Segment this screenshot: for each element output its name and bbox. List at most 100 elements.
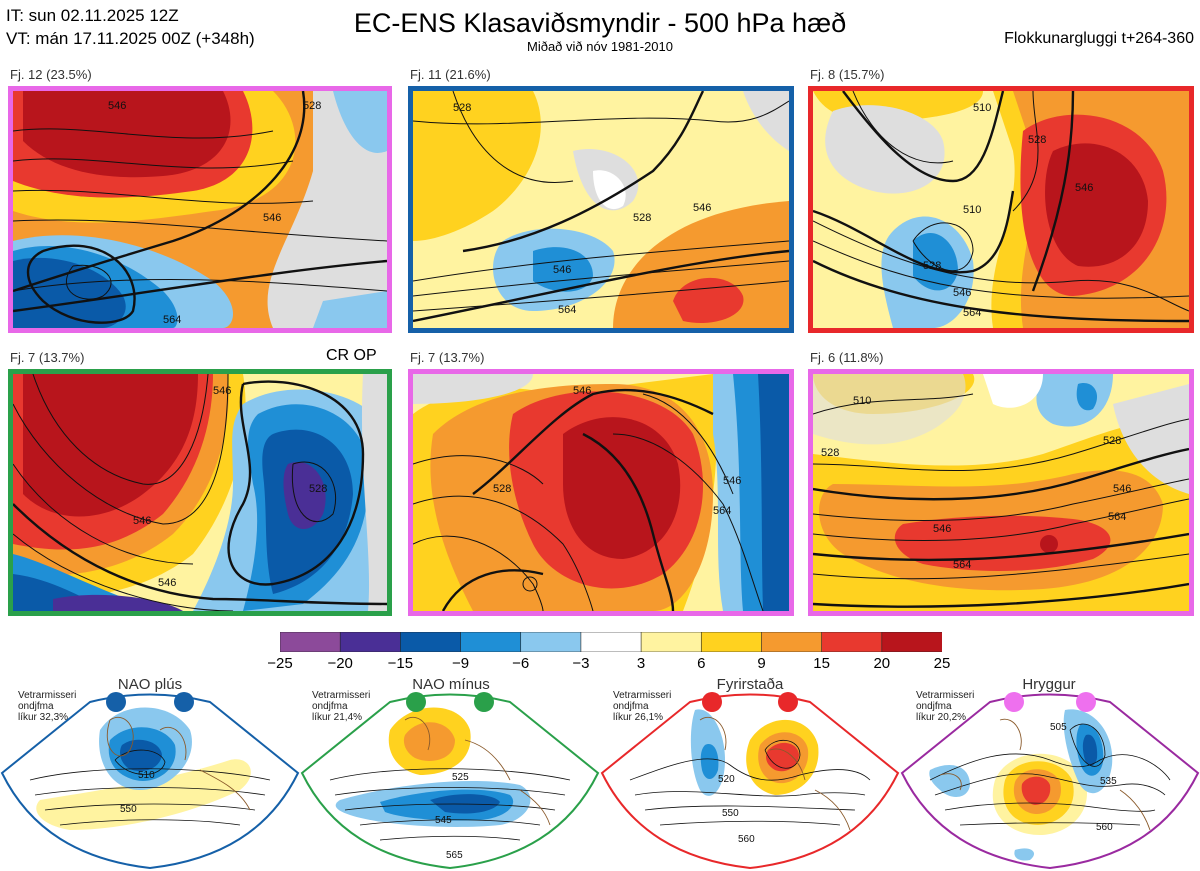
coastline (199, 769, 251, 811)
land-mass (1113, 384, 1189, 494)
height-contour (413, 495, 594, 611)
contour-label: 546 (573, 385, 591, 397)
issue-time: IT: sun 02.11.2025 12Z (6, 6, 179, 25)
panel-3[interactable]: 510 528 546 510 528 546 564 (808, 86, 1194, 333)
contour-label: 546 (108, 100, 126, 112)
height-contour (944, 802, 1156, 812)
height-contour (1012, 91, 1039, 212)
contour-label: 528 (1103, 435, 1121, 447)
height-contour-bold (813, 532, 1189, 562)
header-times: IT: sun 02.11.2025 12Z VT: mán 17.11.202… (6, 4, 255, 50)
height-contour (644, 805, 856, 811)
regime-1-map: 510 550 (0, 692, 300, 870)
height-contour-bold (227, 380, 365, 586)
height-contour (344, 803, 556, 811)
valid-time: VT: mán 17.11.2025 00Z (+348h) (6, 29, 255, 48)
regime-3-marker (778, 692, 798, 712)
regime-note-line: ondjfma (916, 701, 952, 712)
height-contour (813, 240, 1189, 299)
panel-2-label: Fj. 11 (21.6%) (410, 67, 491, 82)
contour-label: 546 (158, 577, 176, 589)
colorbar-tick-label: 25 (933, 655, 951, 672)
contour-label: 564 (1108, 511, 1126, 523)
height-contour-bold (842, 91, 1005, 183)
colorbar-tick-label: −9 (451, 655, 470, 672)
positive-anomaly (673, 277, 744, 324)
coastline (699, 717, 727, 751)
height-contour (29, 768, 271, 781)
height-contour (59, 819, 241, 826)
colorbar-swatch (460, 631, 522, 653)
height-contour-bold (813, 447, 1189, 501)
height-contour-bold (26, 244, 136, 324)
colorbar (279, 631, 943, 653)
panel-6[interactable]: 510 528 546 564 528 546 564 (808, 369, 1194, 616)
colorbar-tick-label: −6 (512, 655, 530, 672)
colorbar-tick-label: 20 (873, 655, 891, 672)
contour-label: 528 (493, 483, 511, 495)
regime-4-marker (1076, 692, 1096, 712)
colorbar-swatch (400, 631, 462, 653)
land-mass (825, 105, 945, 194)
height-contour (934, 773, 1166, 796)
height-contour-bold (13, 503, 387, 606)
height-contour (959, 822, 1141, 826)
contour-label: 535 (1100, 776, 1117, 787)
negative-anomaly (1036, 374, 1113, 427)
height-contour (34, 787, 266, 796)
regime-note-line: líkur 20,2% (916, 712, 967, 723)
panel-2[interactable]: 528 546 564 528 546 (408, 86, 794, 333)
height-contour (629, 758, 871, 781)
panel-5-label: Fj. 7 (13.7%) (410, 350, 485, 365)
regime-2-marker (474, 692, 494, 712)
negative-anomaly (533, 247, 593, 292)
contour-label: 546 (133, 515, 151, 527)
contour-label: 528 (633, 212, 651, 224)
panel-4-map: 546 528 546 546 (13, 374, 387, 611)
contour-label: 528 (1028, 134, 1046, 146)
negative-anomaly (913, 232, 958, 291)
regime-1-marker (174, 692, 194, 712)
colorbar-swatch (339, 631, 402, 653)
land-mass (361, 374, 387, 611)
regime-4-note: Vetrarmisseri ondjfma líkur 20,2% (916, 690, 974, 723)
contour-label: 546 (1075, 182, 1093, 194)
panel-1-map: 546 528 546 564 (13, 91, 387, 328)
panel-5-map: 546 528 546 564 (413, 374, 789, 611)
positive-anomaly (894, 515, 1111, 571)
height-contour-bold (582, 432, 675, 611)
colorbar-tick-label: 3 (636, 655, 646, 672)
regime-note-line: ondjfma (312, 701, 348, 712)
height-contour-bold (413, 249, 789, 323)
panel-6-label: Fj. 6 (11.8%) (810, 350, 884, 365)
height-contour (813, 478, 1189, 522)
negative-anomaly (13, 257, 126, 328)
contour-label: 520 (718, 774, 735, 785)
negative-anomaly (120, 739, 162, 772)
panel-5[interactable]: 546 528 546 564 (408, 369, 794, 616)
height-contour (13, 219, 387, 242)
height-contour (852, 91, 954, 164)
height-contour (813, 418, 1189, 472)
panel-1[interactable]: 546 528 546 564 (8, 86, 392, 333)
panel-4[interactable]: 546 528 546 546 (8, 369, 392, 616)
regime-1-marker (106, 692, 126, 712)
colorbar-tick-label: −20 (327, 655, 353, 672)
positive-anomaly-core (1040, 535, 1058, 553)
coastline (519, 789, 551, 826)
regime-4-marker (1004, 692, 1024, 712)
height-contour-bold (13, 259, 387, 313)
height-contour (659, 820, 841, 826)
height-contour (413, 260, 789, 297)
height-contour (413, 240, 789, 282)
coastline (999, 718, 1022, 751)
regime-2-map: 525 545 565 (300, 692, 600, 870)
height-contour (634, 791, 866, 797)
colorbar-tick-label: −15 (387, 655, 414, 672)
page-subtitle: Miðað við nóv 1981-2010 (527, 39, 673, 54)
colorbar-tick-label: 9 (757, 655, 766, 672)
land-mass (813, 374, 966, 445)
contour-label: 546 (263, 212, 281, 224)
positive-anomaly (413, 91, 541, 241)
contour-label: 564 (713, 505, 731, 517)
